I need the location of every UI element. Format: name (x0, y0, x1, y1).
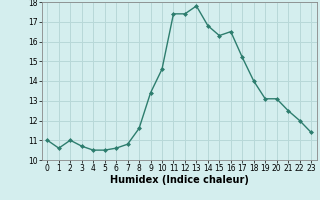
X-axis label: Humidex (Indice chaleur): Humidex (Indice chaleur) (110, 175, 249, 185)
